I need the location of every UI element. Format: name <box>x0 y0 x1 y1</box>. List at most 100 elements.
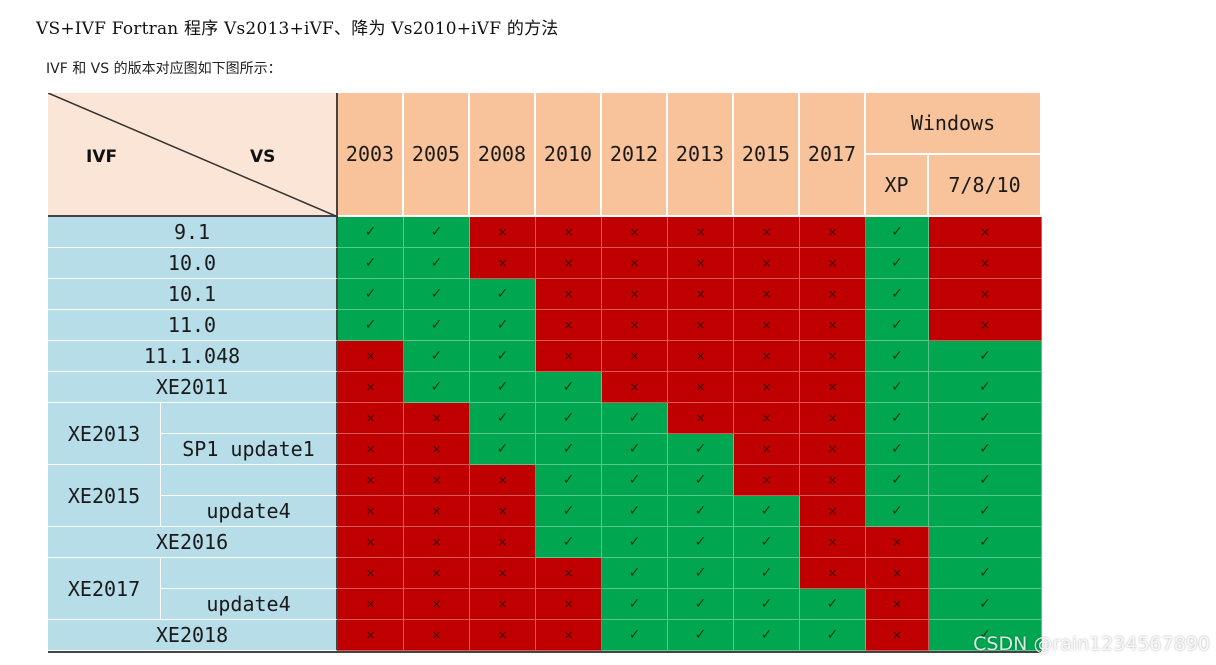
supported-cell: ✓ <box>929 496 1042 527</box>
unsupported-cell: × <box>734 403 800 434</box>
unsupported-cell: × <box>338 465 404 496</box>
unsupported-cell: × <box>800 403 866 434</box>
vs-version-header: 2013 <box>668 93 734 217</box>
unsupported-cell: × <box>800 465 866 496</box>
unsupported-cell: × <box>602 341 668 372</box>
supported-cell: ✓ <box>929 341 1042 372</box>
ivf-version-label: XE2016 <box>48 527 338 558</box>
supported-cell: ✓ <box>470 279 536 310</box>
ivf-version-label: 11.1.048 <box>48 341 338 372</box>
supported-cell: ✓ <box>668 589 734 620</box>
vs-version-header: 2005 <box>404 93 470 217</box>
supported-cell: ✓ <box>668 465 734 496</box>
unsupported-cell: × <box>536 248 602 279</box>
supported-cell: ✓ <box>470 310 536 341</box>
ivf-update-label <box>160 465 338 496</box>
table-caption: IVF 和 VS 的版本对应图如下图所示： <box>46 61 282 77</box>
unsupported-cell: × <box>338 341 404 372</box>
ivf-update-label <box>160 558 338 589</box>
unsupported-cell: × <box>470 217 536 248</box>
unsupported-cell: × <box>602 217 668 248</box>
corner-label-ivf: IVF <box>86 147 118 167</box>
supported-cell: ✓ <box>866 310 929 341</box>
ivf-version-label: XE2018 <box>48 620 338 651</box>
unsupported-cell: × <box>800 527 866 558</box>
unsupported-cell: × <box>404 434 470 465</box>
supported-cell: ✓ <box>734 589 800 620</box>
unsupported-cell: × <box>668 217 734 248</box>
supported-cell: ✓ <box>668 620 734 651</box>
supported-cell: ✓ <box>404 279 470 310</box>
supported-cell: ✓ <box>338 217 404 248</box>
ivf-version-label: 10.1 <box>48 279 338 310</box>
supported-cell: ✓ <box>866 465 929 496</box>
vs-version-header: 2010 <box>536 93 602 217</box>
ivf-update-label: update4 <box>160 496 338 527</box>
unsupported-cell: × <box>866 620 929 651</box>
unsupported-cell: × <box>404 465 470 496</box>
supported-cell: ✓ <box>338 279 404 310</box>
supported-cell: ✓ <box>602 403 668 434</box>
unsupported-cell: × <box>338 496 404 527</box>
ivf-update-label: SP1 update1 <box>160 434 338 465</box>
supported-cell: ✓ <box>800 620 866 651</box>
unsupported-cell: × <box>536 310 602 341</box>
ivf-update-label: update4 <box>160 589 338 620</box>
unsupported-cell: × <box>602 372 668 403</box>
supported-cell: ✓ <box>536 465 602 496</box>
unsupported-cell: × <box>668 403 734 434</box>
supported-cell: ✓ <box>470 434 536 465</box>
supported-cell: ✓ <box>929 527 1042 558</box>
supported-cell: ✓ <box>929 434 1042 465</box>
unsupported-cell: × <box>470 558 536 589</box>
supported-cell: ✓ <box>338 310 404 341</box>
supported-cell: ✓ <box>866 372 929 403</box>
supported-cell: ✓ <box>734 558 800 589</box>
vs-version-header: 2017 <box>800 93 866 217</box>
unsupported-cell: × <box>536 279 602 310</box>
ivf-version-label: 11.0 <box>48 310 338 341</box>
unsupported-cell: × <box>338 620 404 651</box>
supported-cell: ✓ <box>536 527 602 558</box>
supported-cell: ✓ <box>602 434 668 465</box>
unsupported-cell: × <box>536 341 602 372</box>
unsupported-cell: × <box>734 279 800 310</box>
supported-cell: ✓ <box>866 403 929 434</box>
supported-cell: ✓ <box>536 496 602 527</box>
supported-cell: ✓ <box>866 217 929 248</box>
unsupported-cell: × <box>338 372 404 403</box>
supported-cell: ✓ <box>602 496 668 527</box>
unsupported-cell: × <box>536 217 602 248</box>
windows-header: Windows <box>866 93 1042 155</box>
supported-cell: ✓ <box>602 527 668 558</box>
unsupported-cell: × <box>800 558 866 589</box>
supported-cell: ✓ <box>734 620 800 651</box>
ivf-version-label: XE2015 <box>48 465 160 527</box>
supported-cell: ✓ <box>404 248 470 279</box>
unsupported-cell: × <box>470 248 536 279</box>
supported-cell: ✓ <box>536 403 602 434</box>
watermark: CSDN @rain1234567890 <box>973 633 1210 655</box>
supported-cell: ✓ <box>404 217 470 248</box>
supported-cell: ✓ <box>929 558 1042 589</box>
supported-cell: ✓ <box>734 496 800 527</box>
unsupported-cell: × <box>338 434 404 465</box>
unsupported-cell: × <box>800 279 866 310</box>
unsupported-cell: × <box>866 589 929 620</box>
unsupported-cell: × <box>734 310 800 341</box>
windows-version-header: XP <box>866 155 929 217</box>
unsupported-cell: × <box>470 465 536 496</box>
unsupported-cell: × <box>800 496 866 527</box>
ivf-version-label: XE2011 <box>48 372 338 403</box>
unsupported-cell: × <box>668 341 734 372</box>
unsupported-cell: × <box>536 558 602 589</box>
table-bottom-border <box>48 651 1041 653</box>
unsupported-cell: × <box>404 620 470 651</box>
supported-cell: ✓ <box>470 372 536 403</box>
ivf-version-label: XE2017 <box>48 558 160 620</box>
unsupported-cell: × <box>866 558 929 589</box>
vs-version-header: 2015 <box>734 93 800 217</box>
unsupported-cell: × <box>338 527 404 558</box>
supported-cell: ✓ <box>470 341 536 372</box>
unsupported-cell: × <box>404 403 470 434</box>
